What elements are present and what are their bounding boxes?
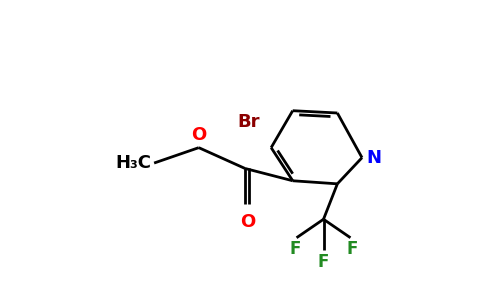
Text: H₃C: H₃C	[115, 154, 151, 172]
Text: O: O	[191, 126, 206, 144]
Text: F: F	[318, 253, 329, 271]
Text: O: O	[240, 213, 255, 231]
Text: N: N	[367, 149, 381, 167]
Text: F: F	[289, 240, 301, 258]
Text: Br: Br	[238, 113, 260, 131]
Text: F: F	[347, 240, 358, 258]
